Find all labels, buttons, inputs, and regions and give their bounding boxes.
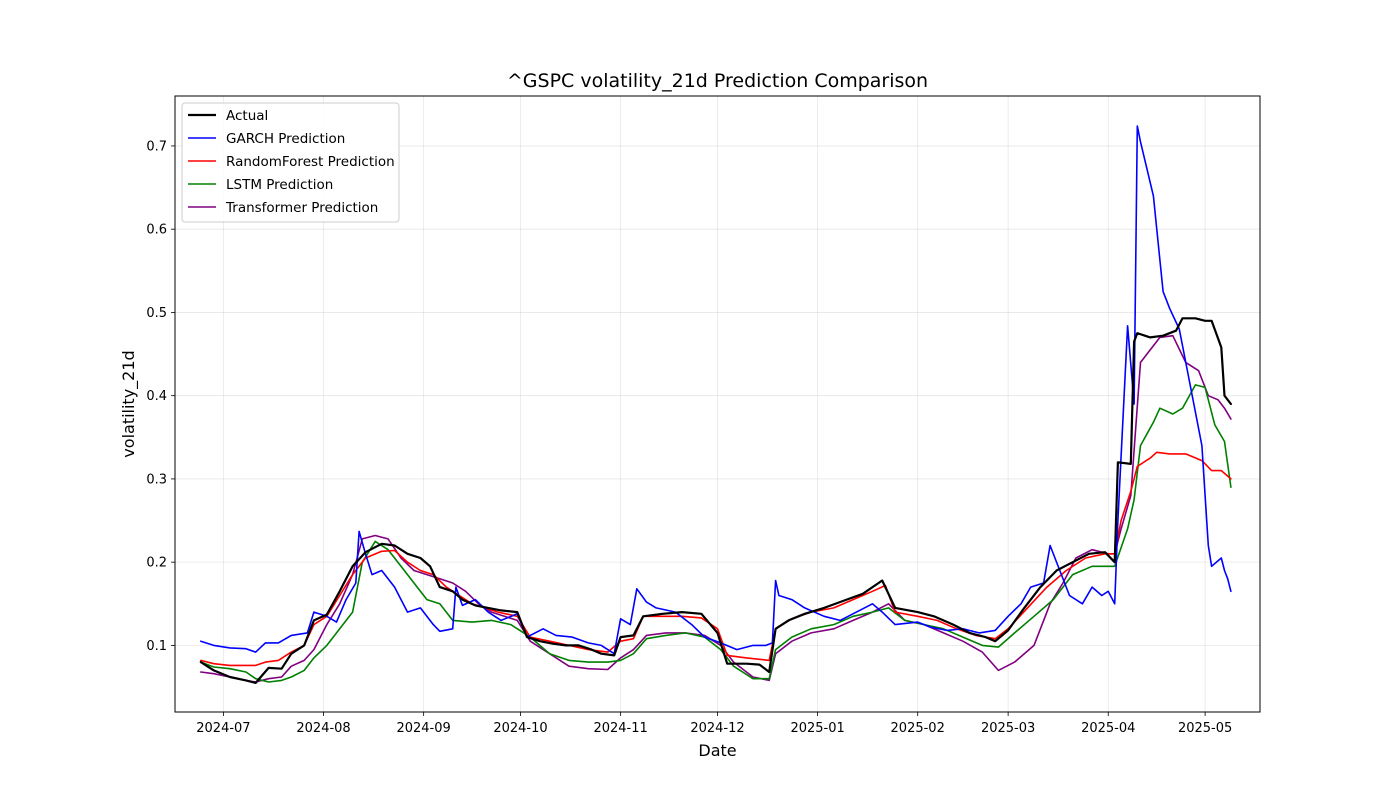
legend-label-garch-prediction: GARCH Prediction	[226, 131, 345, 147]
x-tick-label: 2024-12	[690, 721, 744, 736]
x-tick-label: 2024-07	[196, 721, 250, 736]
y-tick-label: 0.3	[146, 472, 167, 487]
y-axis-label: volatility_21d	[119, 350, 139, 457]
y-tick-label: 0.2	[146, 556, 167, 571]
x-tick-label: 2024-09	[396, 721, 450, 736]
series-line-randomforest-prediction	[200, 451, 1232, 667]
legend-label-lstm-prediction: LSTM Prediction	[226, 177, 333, 193]
x-tick-label: 2025-05	[1178, 721, 1232, 736]
series-line-actual	[199, 317, 1233, 685]
legend-label-randomforest-prediction: RandomForest Prediction	[226, 154, 395, 170]
legend-box	[181, 102, 400, 223]
x-tick-label: 2024-10	[493, 721, 547, 736]
legend-label-actual: Actual	[226, 108, 268, 124]
series-line-lstm-prediction	[200, 384, 1232, 683]
y-tick-label: 0.6	[146, 223, 167, 238]
x-tick-label: 2025-03	[981, 721, 1035, 736]
x-tick-label: 2025-02	[891, 721, 945, 736]
x-axis-label: Date	[698, 741, 736, 760]
y-tick-label: 0.5	[146, 306, 167, 321]
y-tick-label: 0.7	[146, 139, 167, 154]
y-tick-label: 0.4	[146, 389, 167, 404]
tick-layer: 2024-07 2024-08 2024-09 2024-10 2024-11 2024-…	[146, 139, 1232, 736]
x-tick-label: 2025-04	[1081, 721, 1135, 736]
series-layer	[199, 125, 1233, 685]
legend-label-transformer-prediction: Transformer Prediction	[225, 200, 378, 216]
series-line-garch-prediction	[200, 125, 1232, 655]
chart-title: ^GSPC volatility_21d Prediction Comparis…	[507, 70, 928, 92]
grid-layer	[175, 96, 1260, 712]
x-tick-label: 2024-08	[296, 721, 350, 736]
x-tick-label: 2024-11	[593, 721, 647, 736]
x-tick-label: 2025-01	[790, 721, 844, 736]
y-tick-label: 0.1	[146, 639, 167, 654]
legend: Actual GARCH Prediction RandomForest Predi…	[181, 102, 400, 223]
